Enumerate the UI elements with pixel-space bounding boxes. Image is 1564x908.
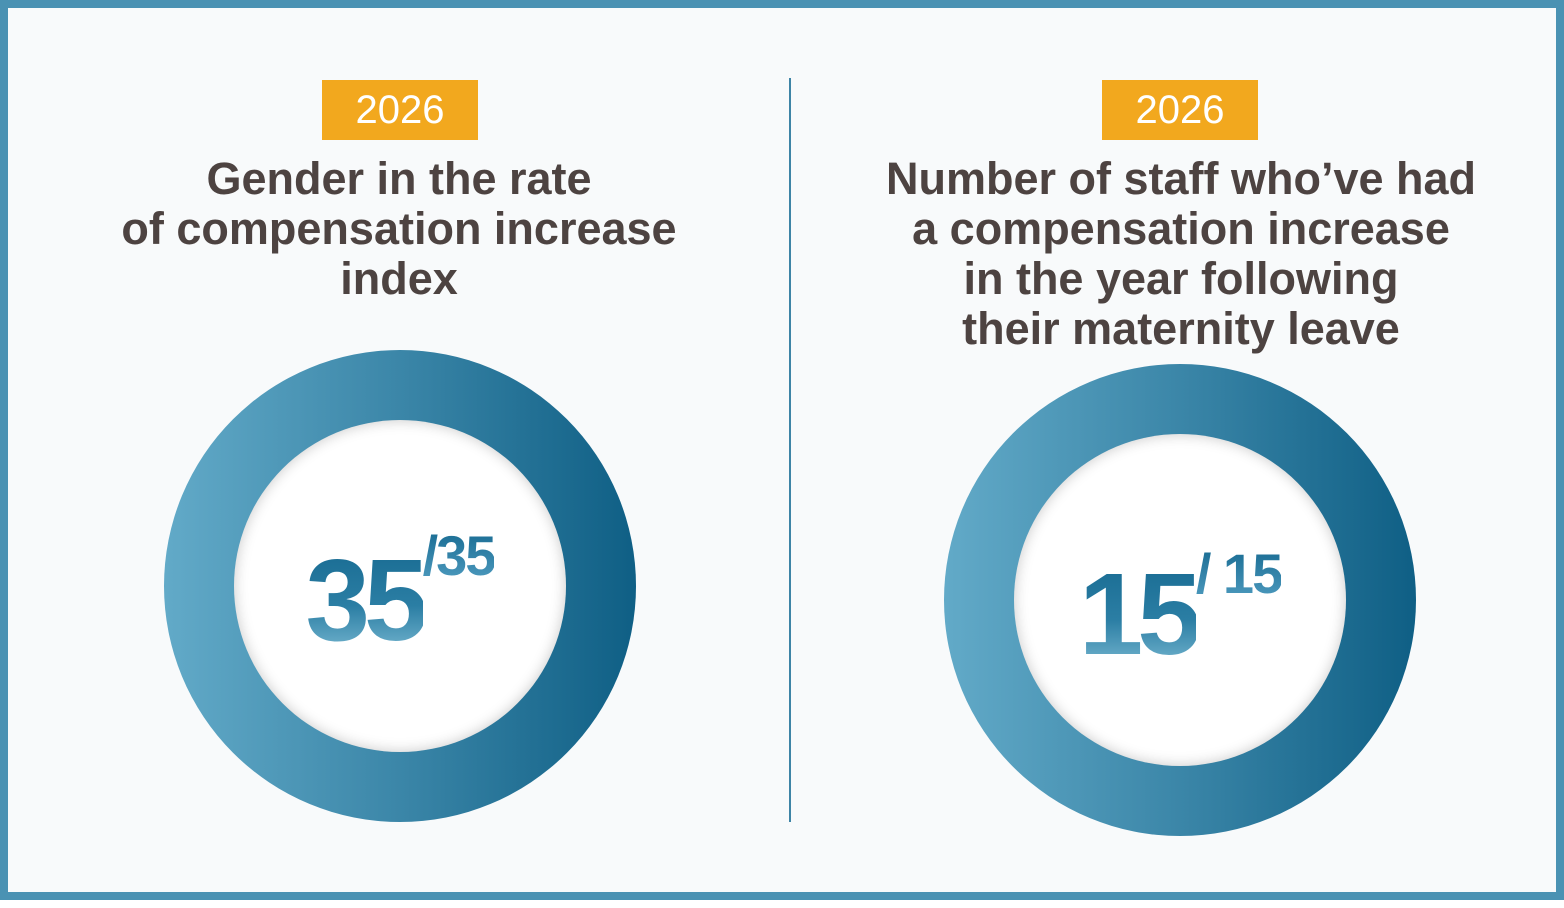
- title-line: Number of staff who’ve had: [885, 153, 1477, 204]
- title-line: in the year following: [963, 253, 1399, 304]
- ring-chart: 35 /35: [164, 350, 636, 822]
- ring-center: 15 / 15: [1014, 434, 1346, 766]
- metric-total: / 15: [1195, 542, 1283, 605]
- panel-compensation-index: 2026 Gender in the rate of compensation …: [8, 8, 790, 908]
- metric-total: /35: [422, 524, 497, 587]
- ring-center: 35 /35: [234, 420, 566, 752]
- metric-value: 35: [305, 535, 429, 665]
- title-line: Gender in the rate: [206, 153, 592, 204]
- title-line: a compensation increase: [912, 203, 1450, 254]
- title-line: index: [340, 253, 458, 304]
- metric: 35 /35: [234, 420, 566, 752]
- title-line: of compensation increase: [121, 203, 677, 254]
- year-badge: 2026: [1102, 80, 1258, 140]
- divider: [789, 78, 791, 822]
- ring-chart: 15 / 15: [944, 364, 1416, 836]
- metric: 15 / 15: [1014, 434, 1346, 766]
- panel-title: Gender in the rate of compensation incre…: [28, 154, 770, 304]
- title-line: their maternity leave: [962, 303, 1400, 354]
- year-badge: 2026: [322, 80, 478, 140]
- panel-maternity-increase: 2026 Number of staff who’ve had a compen…: [790, 8, 1564, 908]
- metric-value: 15: [1078, 549, 1202, 679]
- panel-title: Number of staff who’ve had a compensatio…: [810, 154, 1552, 354]
